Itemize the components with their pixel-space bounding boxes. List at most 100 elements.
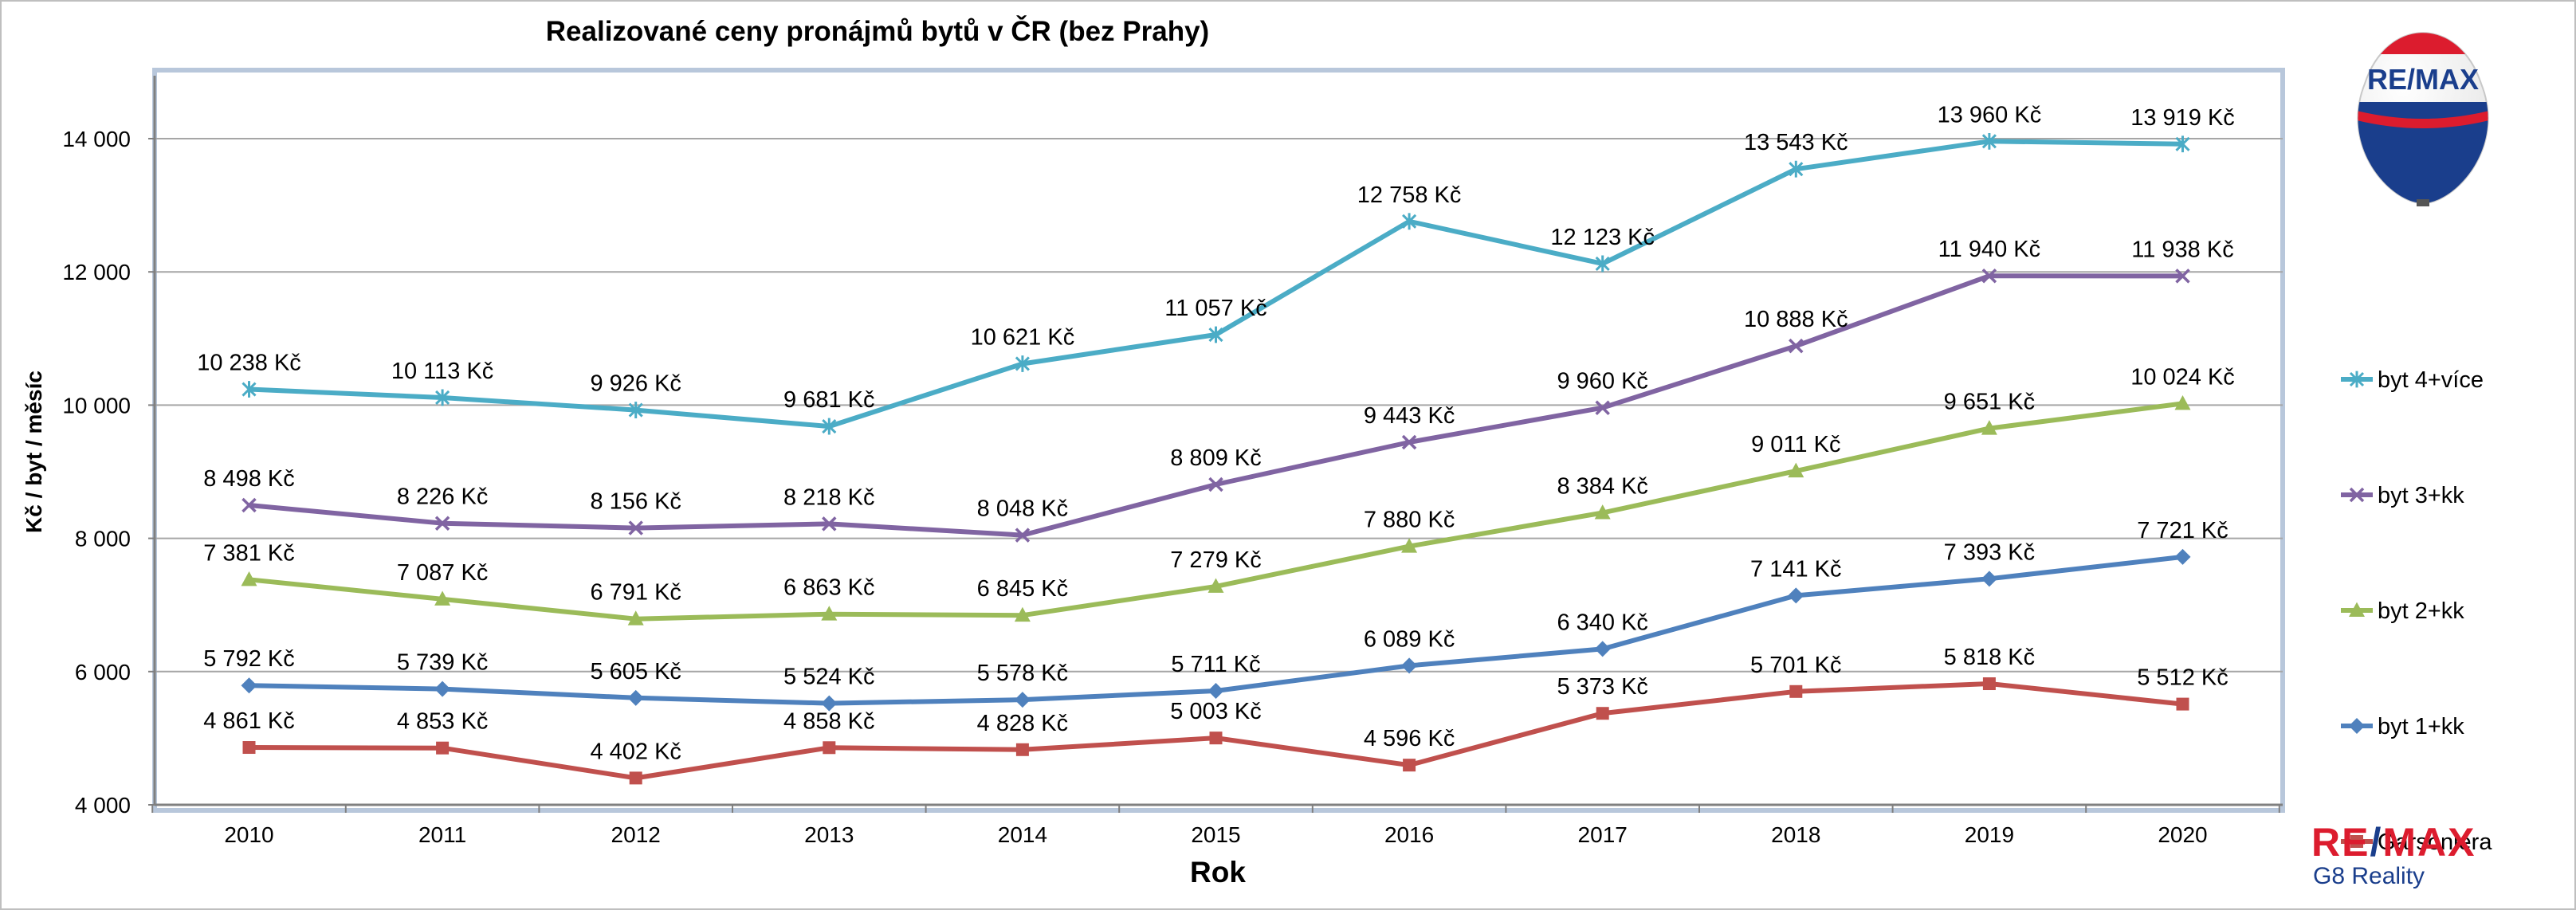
data-label: 5 711 Kč [1171,652,1260,677]
marker-x [2349,487,2365,503]
brand-name: RE/MAX [2311,820,2476,865]
chart-title: Realizované ceny pronájmů bytů v ČR (bez… [546,15,1209,47]
marker-triangle [1401,538,1418,553]
data-label: 6 089 Kč [1364,626,1455,652]
data-label: 8 048 Kč [977,496,1068,522]
remax-balloon-logo: RE/MAX [2357,32,2489,206]
marker-x [822,516,837,531]
marker-star [822,418,837,435]
data-label: 10 024 Kč [2130,364,2235,390]
marker-square [1209,732,1223,745]
legend-item: byt 1+kk [2341,714,2464,739]
data-label: 4 402 Kč [590,739,681,764]
x-tick-label: 2018 [1771,822,1820,847]
data-label: 8 226 Kč [397,484,488,510]
marker-star [2175,135,2190,153]
data-label: 11 938 Kč [2131,237,2233,262]
marker-square [2176,697,2189,711]
marker-star [628,402,643,418]
marker-diamond [1981,571,1997,587]
marker-x [434,516,450,531]
series-byt 4+více [242,132,2190,435]
legend-item: Garsoniéra [2341,830,2492,855]
data-label: 8 218 Kč [783,484,874,510]
data-label: 8 156 Kč [590,489,681,515]
legend-item: byt 4+více [2341,367,2484,393]
marker-diamond [1788,587,1804,604]
marker-star [242,381,257,398]
series-byt 1+kk [241,548,2191,712]
marker-x [1981,268,1997,284]
marker-x [1015,528,1031,543]
balloon-logo-text: RE/MAX [2367,63,2479,96]
marker-triangle [241,571,257,586]
marker-star [2349,371,2365,388]
legend-item: byt 2+kk [2341,598,2464,624]
marker-diamond [1014,692,1031,708]
marker-diamond [241,677,257,694]
marker-x [2175,269,2190,284]
marker-star [1208,326,1223,343]
marker-triangle [1594,504,1611,520]
data-label: 11 940 Kč [1938,237,2040,262]
marker-diamond [2174,548,2191,565]
y-axis-label: Kč / byt / měsíc [22,371,46,533]
data-label: 10 888 Kč [1744,307,1848,332]
data-label: 8 809 Kč [1170,445,1261,471]
data-label: 7 880 Kč [1364,508,1455,533]
marker-square [242,741,256,755]
marker-diamond [2349,718,2365,734]
data-label: 9 960 Kč [1557,369,1647,394]
marker-diamond [434,681,451,697]
data-label: 7 381 Kč [203,540,294,566]
data-label: 8 384 Kč [1557,473,1647,499]
data-label: 5 605 Kč [590,659,681,684]
marker-triangle [1208,578,1224,593]
data-label: 5 701 Kč [1750,653,1841,678]
x-tick-label: 2012 [611,822,661,847]
x-tick-label: 2013 [804,822,854,847]
marker-x [1401,434,1417,450]
data-label: 7 141 Kč [1750,556,1841,582]
gridlines [155,138,2283,673]
marker-triangle [1981,420,1997,435]
x-tick-label: 2014 [998,822,1047,847]
x-tick-label: 2017 [1578,822,1628,847]
marker-x [1208,477,1223,492]
legend-label: byt 1+kk [2378,714,2464,739]
marker-triangle [627,610,644,626]
brand-subtitle: G8 Reality [2313,863,2425,889]
data-label: 5 512 Kč [2137,665,2228,691]
y-tick-label: 4 000 [75,793,131,818]
series-lines [241,132,2191,785]
data-label: 5 373 Kč [1557,674,1647,700]
series-Garsoniéra [242,677,2189,785]
legend-label: byt 4+více [2378,367,2484,393]
marker-square [823,741,836,755]
y-tick-label: 10 000 [62,393,131,418]
data-label: 9 011 Kč [1751,432,1840,457]
data-label: 4 596 Kč [1364,726,1455,751]
marker-triangle [1788,462,1804,478]
marker-diamond [1208,682,1224,699]
data-label: 9 681 Kč [783,387,874,413]
data-label: 10 113 Kč [391,359,493,384]
data-label: 11 057 Kč [1164,296,1266,321]
x-tick-label: 2011 [418,822,466,847]
legend-label: byt 3+kk [2378,483,2464,508]
marker-triangle [434,590,451,606]
data-label: 7 087 Kč [397,560,488,586]
data-label: 13 960 Kč [1938,102,2042,127]
y-tick-label: 8 000 [75,527,131,551]
marker-star [1015,355,1030,372]
x-tick-label: 2016 [1384,822,1434,847]
y-tick-label: 6 000 [75,660,131,684]
marker-star [1789,160,1804,178]
marker-x [242,497,257,513]
data-label: 5 578 Kč [977,661,1068,686]
data-label: 5 739 Kč [397,650,488,676]
legend-label: byt 2+kk [2378,598,2464,624]
marker-diamond [821,695,838,712]
x-tick-label: 2015 [1191,822,1240,847]
